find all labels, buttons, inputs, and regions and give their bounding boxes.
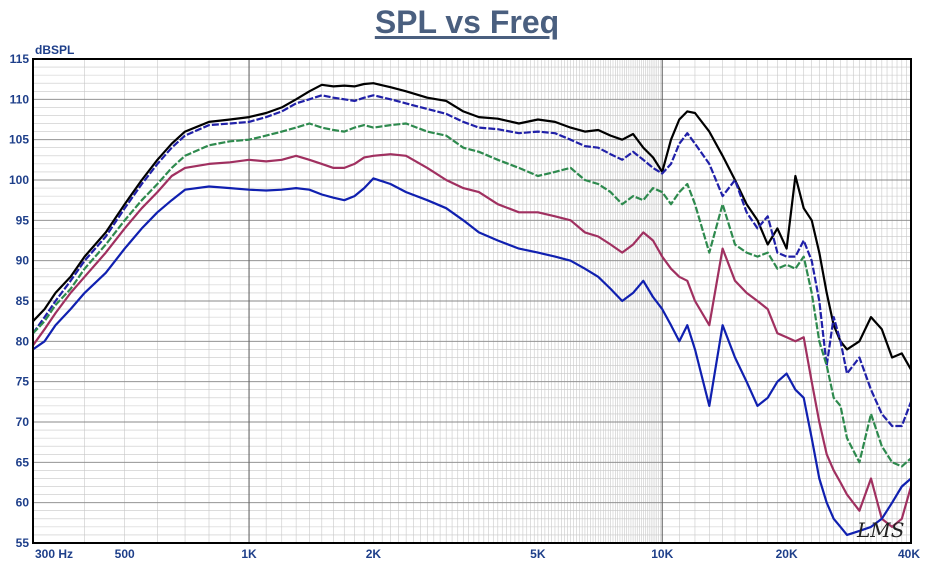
y-tick-label: 55 [16,536,30,550]
y-tick-label: 65 [16,455,30,469]
series-line-2 [32,94,913,428]
chart-title: SPL vs Freq [374,4,560,40]
y-tick-label: 85 [16,294,30,308]
series-line-1 [32,82,912,371]
y-tick-label: 95 [16,213,30,227]
x-tick-label: 500 [115,547,135,561]
x-tick-label: 2K [366,547,382,561]
y-tick-label: 100 [9,173,29,187]
x-tick-labels: 300 Hz 500 1K 2K 5K 10K 20K 40K [35,547,920,561]
series-line-3 [32,122,912,468]
y-tick-labels: 55 60 65 70 75 80 85 90 95 100 105 110 115 [9,52,29,550]
x-tick-label: 5K [530,547,546,561]
series-line-5 [32,177,912,536]
y-tick-label: 115 [10,52,30,66]
x-tick-label: 40K [898,547,920,561]
x-tick-label: 10K [651,547,673,561]
x-tick-label: 1K [241,547,257,561]
series-line-4 [32,153,913,528]
series-layer [32,82,913,536]
plot-frame [32,58,912,544]
y-tick-label: 60 [16,496,30,510]
y-tick-label: 110 [10,92,30,106]
y-tick-label: 90 [16,254,30,268]
y-tick-label: 80 [16,334,30,348]
lms-watermark: LMS [856,518,904,542]
y-tick-label: 105 [9,133,29,147]
y-tick-label: 70 [16,415,30,429]
x-tick-label: 300 Hz [35,547,73,561]
x-tick-label: 20K [776,547,798,561]
y-tick-label: 75 [16,375,30,389]
y-axis-label: dBSPL [35,43,74,57]
